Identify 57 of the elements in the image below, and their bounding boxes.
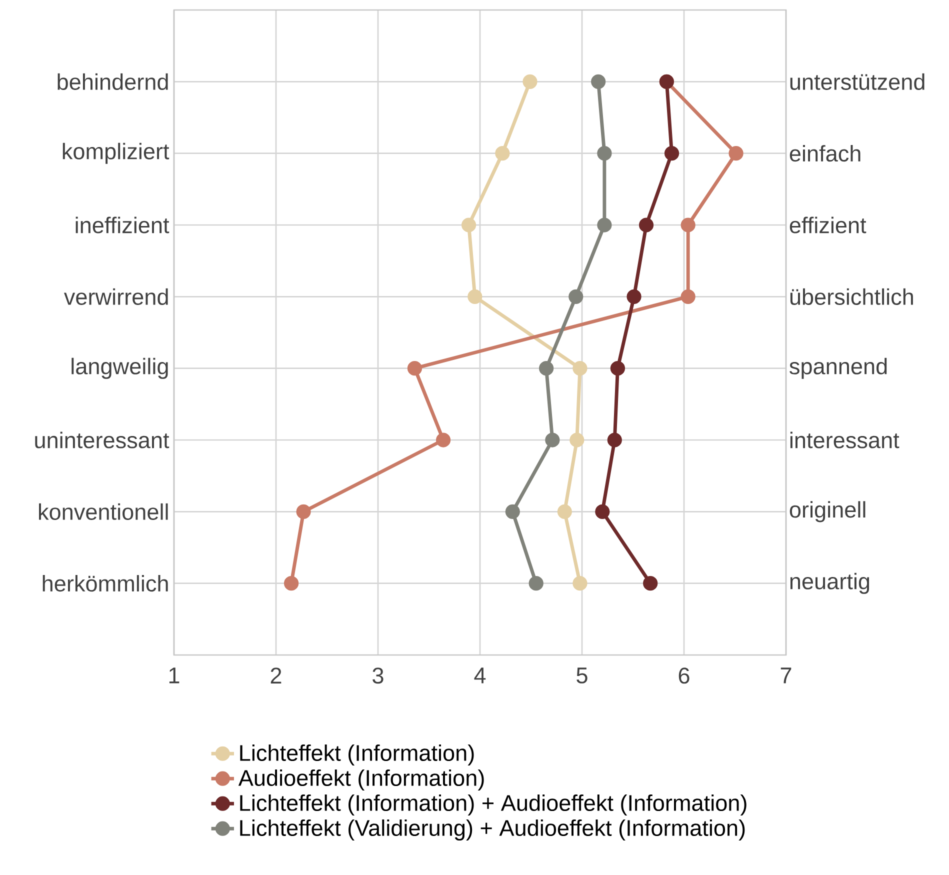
point (505, 504, 520, 519)
legend-label: Lichteffekt (Information) + Audioeffekt (Information) (240, 794, 746, 816)
point (680, 218, 696, 232)
point (568, 289, 584, 304)
point (436, 432, 451, 448)
point (607, 432, 622, 448)
y-tick-label: behindernd (58, 73, 168, 90)
legend-label: Lichteffekt (Information) (240, 744, 474, 766)
point (528, 576, 544, 591)
point (597, 218, 612, 232)
x-tick-label: 6 (678, 668, 690, 684)
y2-tick-label: effizient (790, 216, 866, 234)
point (495, 146, 510, 161)
y-tick-label: langweilig (72, 358, 168, 379)
y-tick-label: ineffizient (76, 216, 170, 234)
point (610, 361, 626, 376)
point (468, 289, 482, 304)
y-tick-label: herkömmlich (42, 575, 168, 592)
point (728, 146, 744, 161)
y2-tick-label: spannend (790, 358, 887, 379)
point (572, 576, 588, 591)
y2-tick-label: neuartig (790, 572, 870, 594)
y-tick-label: kompliziert (62, 142, 170, 164)
x-tick-label: 4 (474, 668, 486, 684)
point (638, 218, 654, 232)
point (597, 146, 612, 161)
point (572, 361, 588, 376)
y2-tick-label: originell (790, 501, 866, 522)
point (557, 504, 572, 519)
y-tick-label: verwirrend (64, 288, 168, 305)
point (664, 146, 680, 161)
point (407, 361, 422, 376)
point (570, 432, 584, 448)
point (595, 504, 610, 519)
legend-label: Audioeffekt (Information) (238, 769, 484, 790)
y2-tick-label: einfach (790, 145, 860, 162)
point (284, 576, 299, 591)
x-tick-label: 5 (576, 668, 588, 684)
x-tick-label: 3 (372, 668, 384, 684)
y2-tick-label: übersichtlich (790, 288, 913, 305)
point (522, 74, 538, 89)
y2-tick-label: interessant (790, 432, 900, 448)
y-tick-label: uninteressant (35, 432, 170, 448)
point (461, 218, 476, 232)
point (680, 289, 696, 304)
point (538, 361, 554, 376)
point (545, 432, 560, 448)
point (626, 289, 642, 304)
x-tick-label: 7 (780, 668, 792, 684)
x-tick-label: 1 (169, 668, 180, 684)
legend-label: Lichteffekt (Validierung) + Audioeffekt (Information) (240, 819, 745, 840)
point (296, 504, 311, 519)
x-tick-label: 2 (270, 668, 282, 684)
y-tick-label: konventionell (39, 503, 168, 520)
point (591, 74, 606, 89)
y2-tick-label: unterstützend (790, 73, 924, 90)
point (643, 576, 658, 591)
